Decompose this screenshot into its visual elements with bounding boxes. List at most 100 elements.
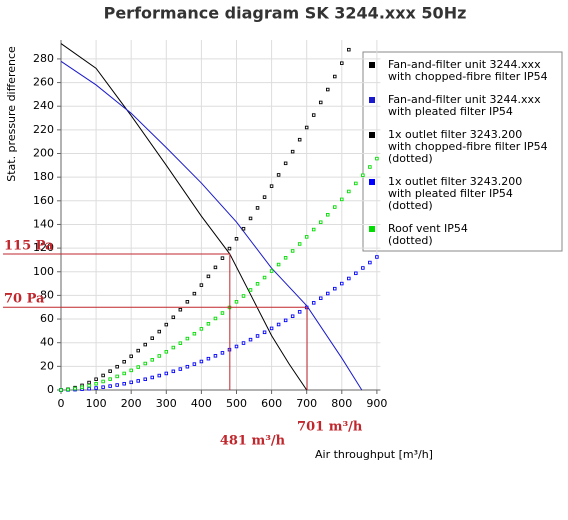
data-point [248,216,253,221]
data-point [304,235,309,239]
y-tick-label: 20 [40,359,54,372]
y-tick-label: 180 [33,170,54,183]
data-point [206,274,211,279]
data-point [361,266,365,270]
data-point [164,350,169,354]
data-point [108,369,112,373]
data-point [66,387,70,392]
data-point [234,237,239,241]
x-tick-label: 700 [296,397,317,410]
x-tick-label: 800 [331,397,352,410]
data-point [122,371,126,376]
data-point [375,255,379,259]
data-point [157,354,162,358]
data-point [129,380,133,385]
data-point [178,341,183,345]
series-line [60,60,363,391]
series-line [60,43,308,391]
data-point [157,329,162,334]
data-point [269,269,274,273]
y-tick-label: 280 [33,52,54,65]
data-point [115,383,119,387]
data-point [143,361,147,366]
data-point [234,344,239,349]
data-point [115,364,119,369]
y-tick-label: 160 [33,194,54,207]
legend-marker [369,226,375,232]
data-point [213,316,218,321]
data-point [227,246,232,251]
data-point [150,336,155,340]
data-point [164,322,169,327]
data-point [262,275,267,280]
data-point [87,386,91,391]
y-tick-label: 60 [40,312,54,325]
data-point [94,381,98,386]
data-point [150,358,155,362]
x-axis-label: Air throughput [m³/h] [315,448,433,461]
data-point [185,300,190,304]
data-point [94,377,98,381]
data-point [311,301,316,305]
data-point [347,189,351,194]
data-point [101,385,105,389]
data-point [248,337,253,342]
data-point [276,173,281,177]
data-point [185,364,190,369]
y-tick-label: 100 [33,265,54,278]
y-tick-label: 140 [33,217,54,230]
data-point [234,300,239,304]
data-point [171,315,176,320]
data-point [368,165,372,169]
data-point [241,294,246,298]
reference-x-label: 701 m³/h [297,420,363,435]
data-point [199,327,204,331]
data-point [220,351,225,355]
data-point [347,47,351,52]
x-tick-label: 600 [261,397,282,410]
data-point [262,195,267,199]
data-point [361,173,365,178]
data-point [276,322,281,327]
x-tick-label: 100 [86,397,107,410]
legend-marker [369,132,375,138]
y-tick-label: 200 [33,147,54,160]
data-point [101,379,105,384]
data-point [136,365,140,369]
data-point [347,276,351,281]
x-tick-label: 900 [366,397,387,410]
data-point [297,310,302,314]
data-point [248,288,253,292]
data-point [171,369,176,374]
legend-label: 1x outlet filter 3243.200 with pleated fi… [388,175,522,212]
data-point [340,197,344,202]
data-point [220,256,225,260]
data-point [108,384,112,388]
legend-marker [369,179,375,185]
data-point [108,377,112,381]
data-point [297,242,302,246]
data-point [136,379,140,383]
data-point [269,184,274,188]
data-point [59,388,63,392]
data-point [129,368,133,373]
chart-title: Performance diagram SK 3244.xxx 50Hz [104,4,467,23]
data-point [340,61,344,65]
data-point [94,386,98,390]
reference-y-label: 70 Pa [4,292,45,307]
data-point [129,354,133,359]
legend-marker [369,62,375,68]
data-point [326,87,330,92]
y-tick-label: 220 [33,123,54,136]
data-point [122,381,126,386]
x-tick-label: 200 [121,397,142,410]
data-point [185,336,190,341]
x-tick-label: 500 [226,397,247,410]
data-point [241,341,246,345]
data-point [199,283,204,287]
data-point [136,348,140,353]
data-point [87,380,91,385]
data-point [192,331,197,336]
data-point [150,375,155,380]
